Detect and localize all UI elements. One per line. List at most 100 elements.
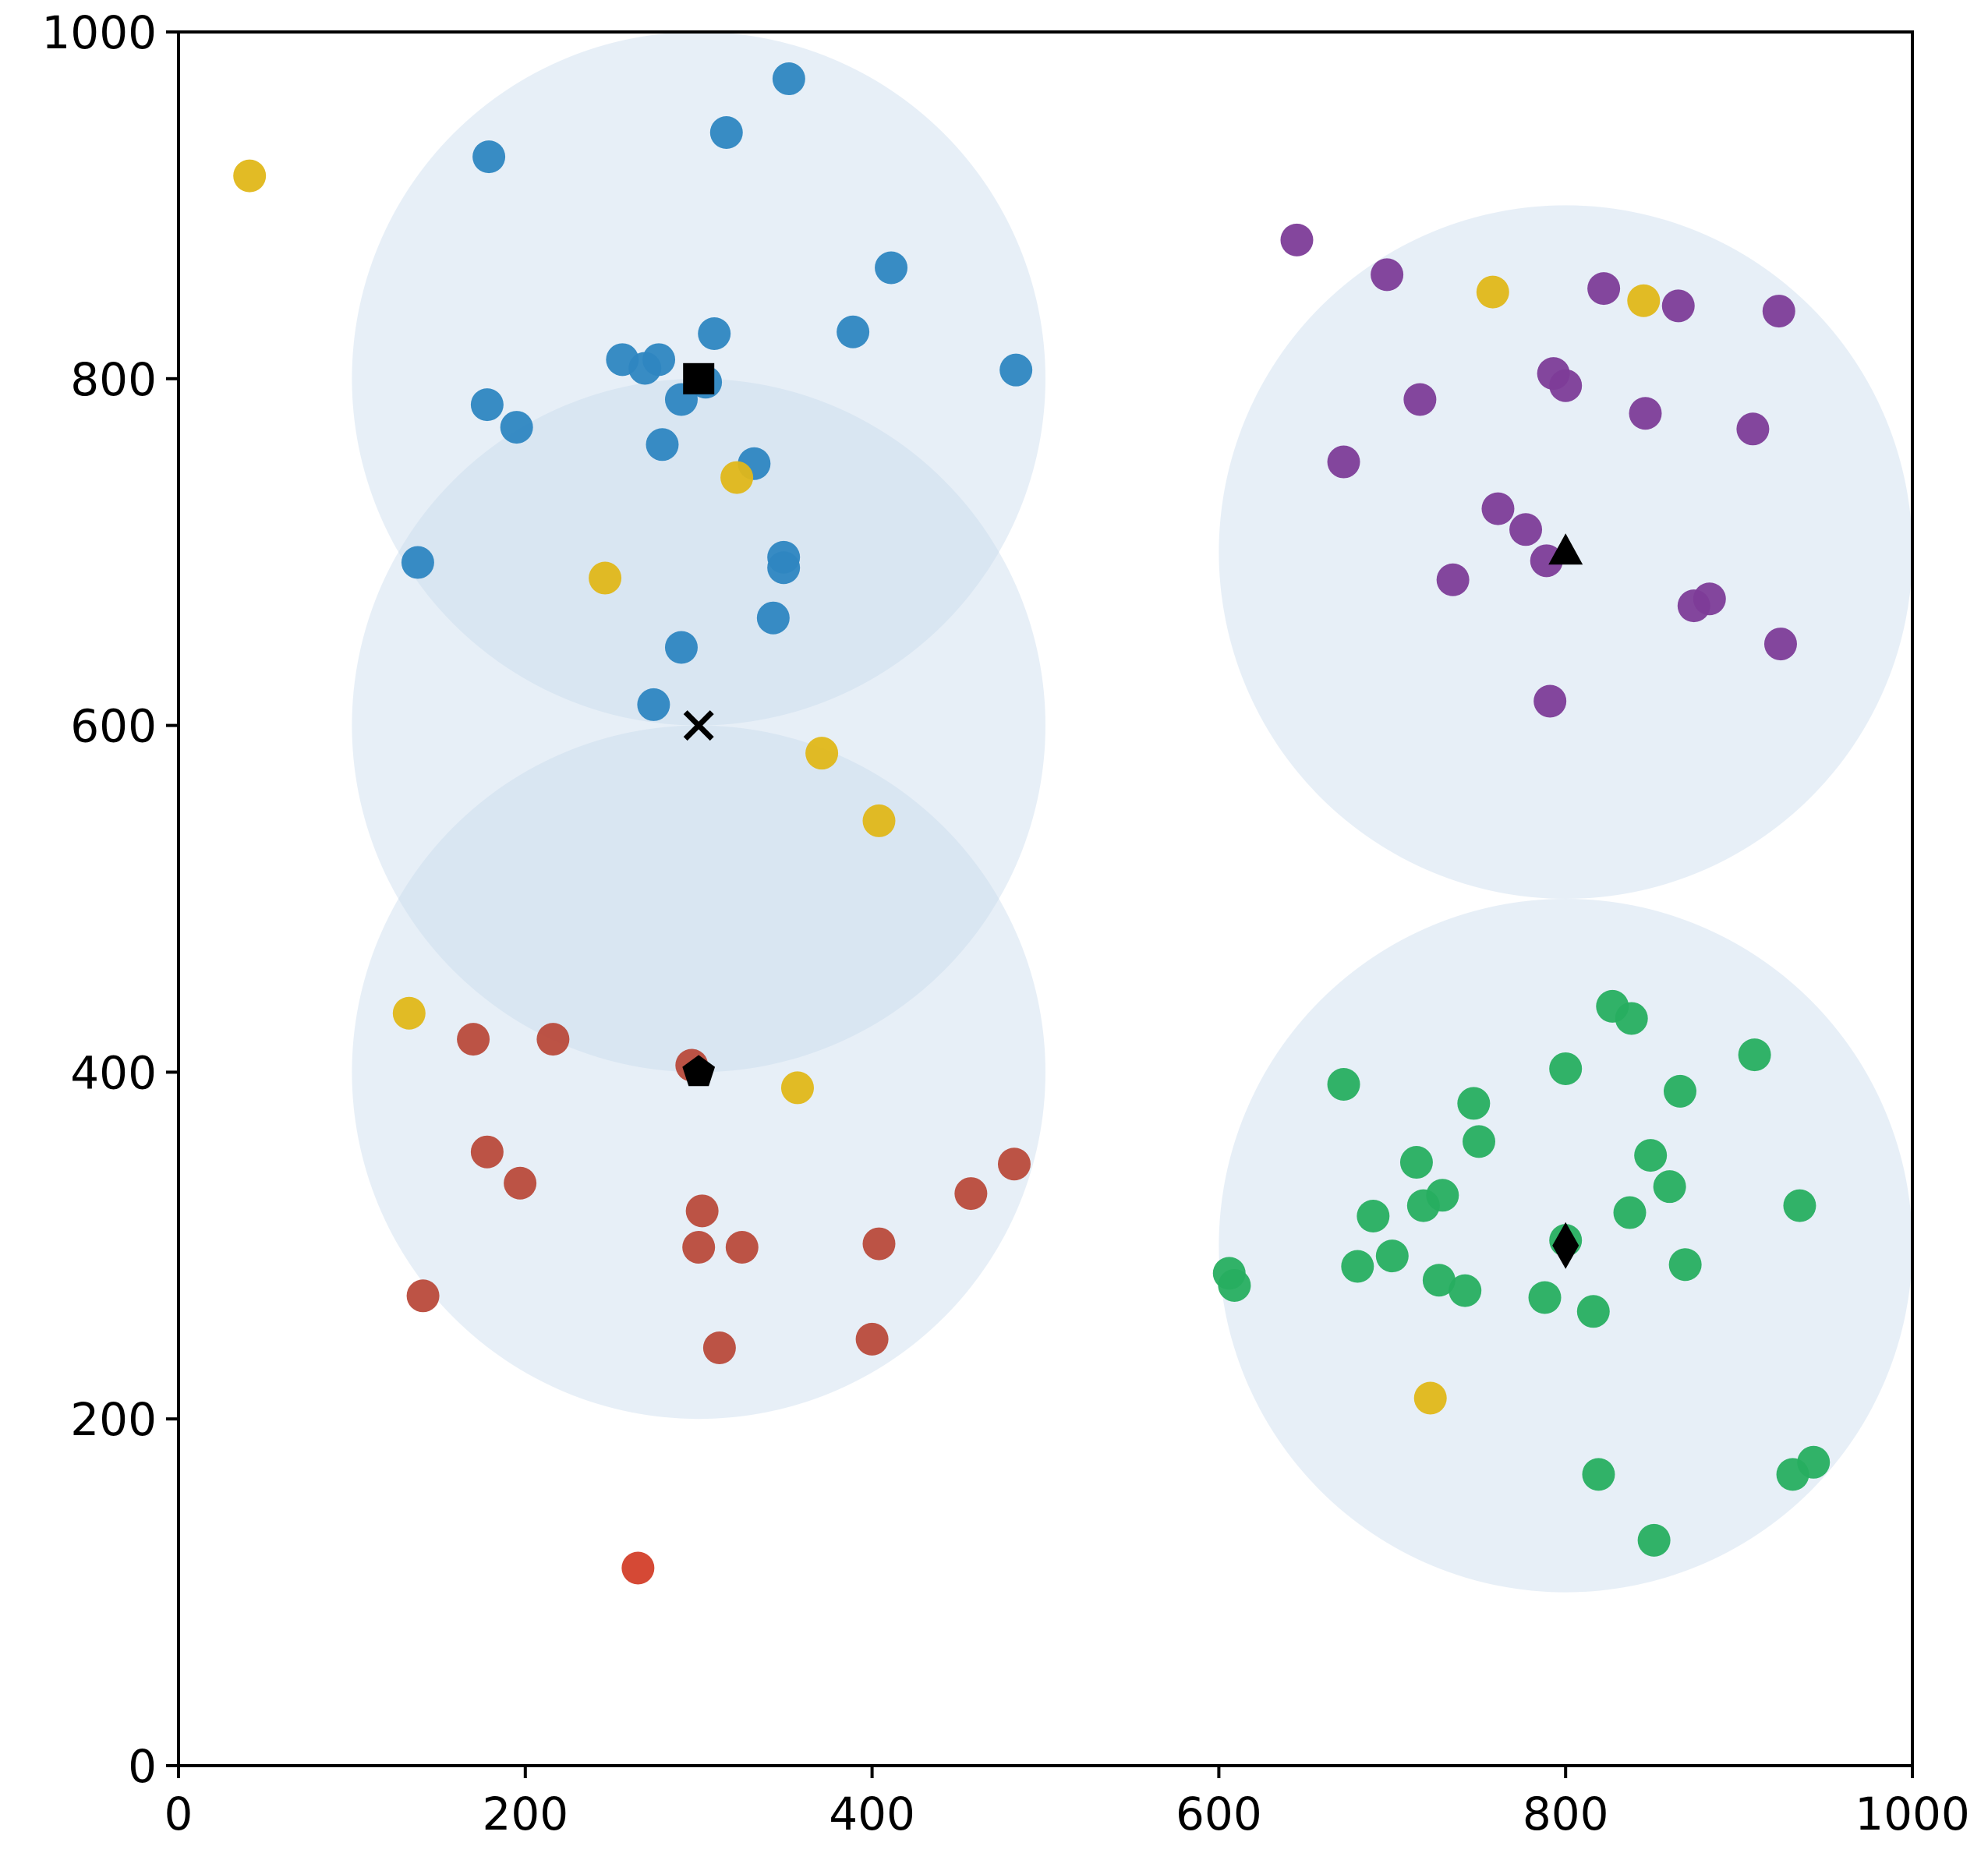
point-yellow	[233, 159, 267, 193]
point-green	[1341, 1250, 1374, 1283]
point-blue	[767, 551, 801, 585]
center-triangle-marker	[1548, 533, 1583, 565]
point-red	[457, 1023, 490, 1056]
point-green	[1615, 1002, 1648, 1035]
point-purple	[1533, 684, 1567, 718]
point-blue	[637, 688, 670, 721]
point-blue	[628, 352, 662, 385]
center-diamond-marker	[1552, 1222, 1579, 1269]
point-yellow	[720, 461, 754, 494]
point-green	[1613, 1196, 1647, 1229]
point-purple	[1509, 513, 1543, 546]
point-yellow	[862, 804, 896, 837]
point-purple	[1280, 223, 1314, 256]
point-purple	[1736, 412, 1770, 446]
point-red	[682, 1231, 716, 1264]
point-green	[1357, 1199, 1390, 1232]
point-green	[1783, 1189, 1816, 1222]
series-red-outlier	[621, 1551, 655, 1585]
point-blue	[401, 546, 434, 579]
center-x-marker	[683, 710, 714, 741]
series-green	[1212, 989, 1831, 1557]
series-blue	[401, 62, 1033, 721]
y-tick-label: 1000	[41, 6, 157, 59]
point-red	[855, 1322, 889, 1356]
point-blue	[756, 601, 790, 635]
point-blue	[472, 140, 506, 174]
point-purple	[1481, 492, 1515, 525]
point-red	[725, 1231, 759, 1264]
point-green	[1327, 1067, 1360, 1101]
x-axis: 0 200 400 600 800 1000	[164, 1766, 1970, 1841]
point-purple	[1403, 383, 1437, 416]
point-red	[504, 1166, 537, 1200]
point-blue	[875, 251, 908, 285]
point-purple	[1327, 445, 1360, 479]
series-red	[406, 1023, 1031, 1365]
point-yellow	[392, 996, 426, 1030]
point-purple	[1587, 272, 1621, 306]
point-green	[1463, 1125, 1495, 1158]
point-red	[685, 1194, 719, 1228]
point-yellow	[780, 1071, 814, 1105]
series-purple	[1280, 223, 1797, 718]
x-tick-label: 600	[1176, 1788, 1262, 1841]
point-green	[1449, 1274, 1482, 1307]
y-tick-label: 600	[70, 700, 157, 753]
point-red	[997, 1147, 1031, 1181]
point-blue	[500, 411, 533, 444]
y-tick-label: 800	[70, 353, 157, 406]
point-red	[954, 1177, 988, 1211]
point-red-outlier	[621, 1551, 655, 1585]
point-yellow	[589, 561, 622, 595]
point-green	[1549, 1052, 1583, 1085]
x-tick-label: 800	[1523, 1788, 1609, 1841]
point-green	[1582, 1458, 1615, 1491]
point-green	[1663, 1074, 1696, 1108]
point-yellow	[1627, 284, 1661, 317]
point-yellow	[1413, 1381, 1447, 1415]
point-blue	[698, 316, 731, 350]
point-red	[406, 1279, 440, 1313]
point-green	[1528, 1281, 1562, 1314]
point-green	[1637, 1523, 1671, 1557]
point-blue	[664, 631, 698, 664]
point-blue	[837, 315, 870, 348]
point-green	[1406, 1189, 1440, 1222]
point-green	[1634, 1139, 1668, 1172]
point-red	[470, 1135, 504, 1169]
point-red	[862, 1227, 896, 1261]
plot-frame	[177, 30, 1914, 1767]
series-yellow	[233, 159, 1661, 1415]
center-markers	[682, 362, 1583, 1269]
y-tick-label: 400	[70, 1046, 157, 1099]
y-axis: 0 200 400 600 800 1000	[41, 6, 179, 1793]
point-purple	[1371, 258, 1404, 292]
point-green	[1738, 1038, 1771, 1072]
point-purple	[1762, 295, 1795, 328]
y-tick-label: 0	[128, 1740, 157, 1793]
point-blue	[999, 353, 1033, 387]
point-blue	[772, 62, 805, 96]
point-yellow	[1476, 275, 1509, 309]
point-green	[1668, 1248, 1702, 1282]
point-purple	[1763, 628, 1797, 661]
data-points	[233, 62, 1831, 1585]
point-purple	[1677, 589, 1710, 623]
point-purple	[1436, 563, 1470, 596]
point-yellow	[805, 737, 839, 770]
center-x-stroke	[683, 710, 714, 741]
point-blue	[470, 388, 504, 422]
point-green	[1457, 1087, 1491, 1120]
point-purple	[1661, 289, 1695, 323]
point-green	[1653, 1170, 1686, 1204]
point-purple	[1629, 397, 1662, 430]
center-pentagon-marker	[682, 1055, 716, 1087]
point-green	[1375, 1239, 1409, 1273]
y-tick-label: 200	[70, 1393, 157, 1446]
point-green	[1399, 1146, 1433, 1179]
point-green	[1422, 1264, 1456, 1297]
point-green	[1576, 1295, 1610, 1328]
point-green	[1797, 1445, 1831, 1479]
